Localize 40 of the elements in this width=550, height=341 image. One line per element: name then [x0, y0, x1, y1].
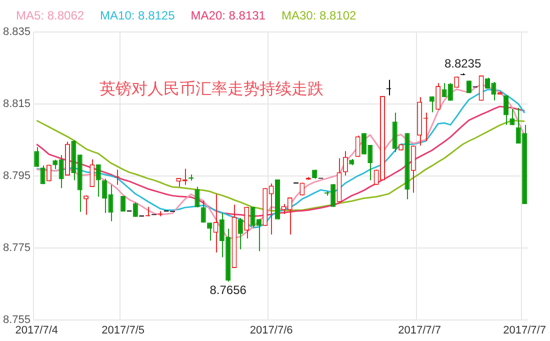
annotation: 8.8235 [444, 56, 482, 71]
text: MA30: 8.8102 [281, 8, 357, 22]
y-tick-label: 8.815 [2, 98, 31, 110]
annotation: 8.7656 [210, 282, 247, 297]
y-tick-label: 8.835 [2, 26, 31, 38]
candlestick [96, 164, 101, 198]
text: MA20: 8.8131 [190, 8, 266, 22]
y-tick-label: 8.755 [2, 314, 31, 326]
candlestick [355, 135, 360, 158]
y-tick-label: 8.795 [2, 170, 31, 182]
candlestick [219, 212, 224, 258]
candlestick [90, 158, 95, 188]
candlestick [84, 194, 89, 216]
x-tick-label: 2017/7/5 [102, 324, 144, 336]
x-tick-label: 2017/7/7 [398, 324, 441, 336]
text: MA10: 8.8125 [100, 8, 176, 22]
x-tick-label: 2017/7/6 [250, 324, 293, 336]
candlestick [510, 108, 515, 126]
y-tick-label: 8.775 [2, 242, 31, 254]
candlestick [213, 194, 218, 254]
candlestick [207, 222, 212, 242]
candlestick [194, 186, 200, 208]
x-tick-label: 2017/7/7 [503, 324, 546, 336]
candlestick [516, 107, 521, 144]
annotation: 英镑对人民币汇率走势持续走跌 [99, 80, 324, 98]
candlestick [132, 202, 138, 218]
candlestick [342, 150, 348, 176]
candlestick [244, 206, 250, 239]
candlestick [429, 96, 434, 113]
candlestick [436, 82, 441, 110]
candlestick [200, 200, 206, 224]
x-tick-label: 2017/7/4 [15, 324, 58, 336]
candlestick [238, 217, 243, 250]
candlestick [34, 146, 40, 168]
candlestick [40, 164, 46, 185]
text: MA5: 8.8062 [16, 8, 84, 22]
candlestick [504, 94, 509, 126]
candlestick [120, 196, 126, 212]
candlestick [368, 144, 373, 181]
candlestick [410, 145, 416, 194]
